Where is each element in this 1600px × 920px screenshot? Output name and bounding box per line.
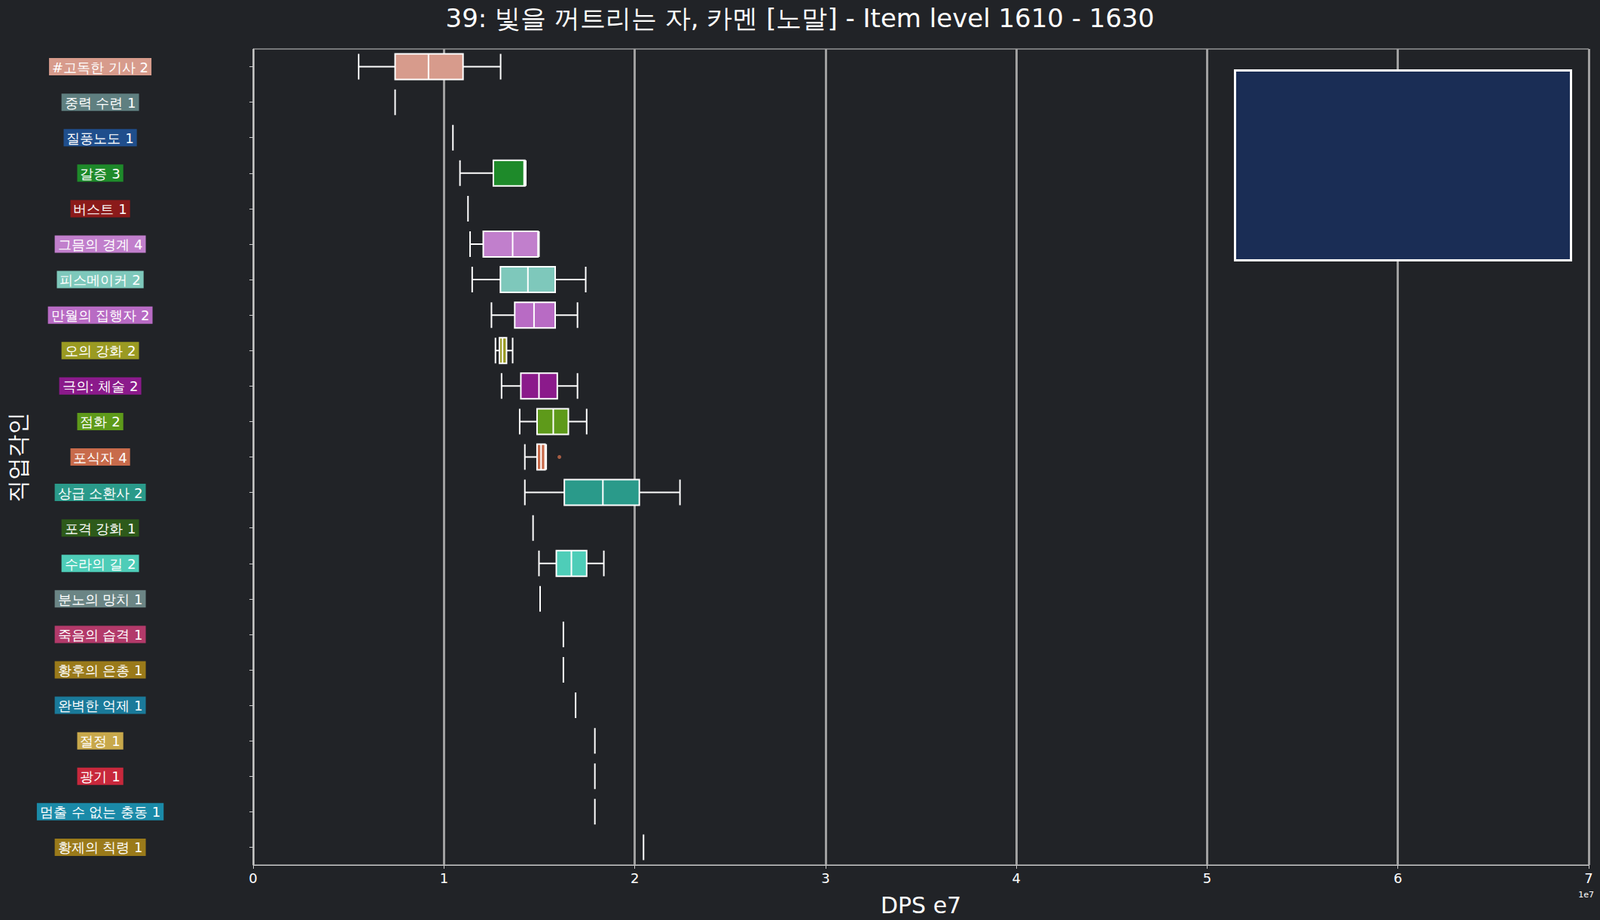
svg-text:질풍노도 1: 질풍노도 1 bbox=[66, 130, 134, 147]
svg-text:분노의 망치 1: 분노의 망치 1 bbox=[58, 591, 144, 608]
svg-text:1e7: 1e7 bbox=[1578, 889, 1594, 900]
svg-text:오의 강화 2: 오의 강화 2 bbox=[64, 342, 137, 359]
svg-text:39: 빛을 꺼트리는 자, 카멘 [노말] - Item: 39: 빛을 꺼트리는 자, 카멘 [노말] - Item level 1610… bbox=[445, 3, 1155, 34]
svg-text:완벽한 억제 1: 완벽한 억제 1 bbox=[58, 697, 144, 714]
svg-text:점화 2: 점화 2 bbox=[79, 413, 120, 430]
svg-text:2: 2 bbox=[630, 870, 639, 886]
svg-text:포식자 4: 포식자 4 bbox=[73, 449, 127, 466]
svg-text:광기 1: 광기 1 bbox=[79, 768, 120, 785]
svg-text:극의: 체술 2: 극의: 체술 2 bbox=[62, 378, 139, 394]
svg-text:갈증 3: 갈증 3 bbox=[79, 165, 120, 182]
svg-text:#고독한 기사 2: #고독한 기사 2 bbox=[51, 59, 149, 76]
svg-text:6: 6 bbox=[1393, 870, 1402, 886]
svg-text:죽음의 습격 1: 죽음의 습격 1 bbox=[58, 626, 144, 643]
svg-text:5: 5 bbox=[1203, 870, 1212, 886]
svg-text:0: 0 bbox=[248, 870, 257, 886]
svg-text:7: 7 bbox=[1584, 870, 1593, 886]
svg-text:만월의 집행자 2: 만월의 집행자 2 bbox=[51, 307, 150, 324]
svg-text:3: 3 bbox=[821, 870, 830, 886]
svg-text:4: 4 bbox=[1011, 870, 1020, 886]
svg-text:절정 1: 절정 1 bbox=[79, 732, 120, 749]
svg-text:수라의 길 2: 수라의 길 2 bbox=[64, 555, 137, 572]
svg-text:1: 1 bbox=[439, 870, 449, 886]
svg-text:직업각인: 직업각인 bbox=[4, 412, 31, 503]
svg-text:중력 수련 1: 중력 수련 1 bbox=[64, 94, 137, 111]
svg-text:DPS e7: DPS e7 bbox=[880, 891, 962, 919]
svg-text:버스트 1: 버스트 1 bbox=[73, 201, 127, 217]
svg-text:황제의 칙령 1: 황제의 칙령 1 bbox=[58, 839, 144, 855]
svg-text:상급 소환사 2: 상급 소환사 2 bbox=[58, 485, 144, 501]
svg-text:포격 강화 1: 포격 강화 1 bbox=[64, 520, 137, 537]
svg-text:그믐의 경계 4: 그믐의 경계 4 bbox=[58, 236, 144, 253]
svg-text:멈출 수 없는 충동 1: 멈출 수 없는 충동 1 bbox=[39, 803, 161, 820]
svg-text:황후의 은총 1: 황후의 은총 1 bbox=[58, 662, 144, 678]
svg-text:피스메이커 2: 피스메이커 2 bbox=[59, 271, 141, 288]
